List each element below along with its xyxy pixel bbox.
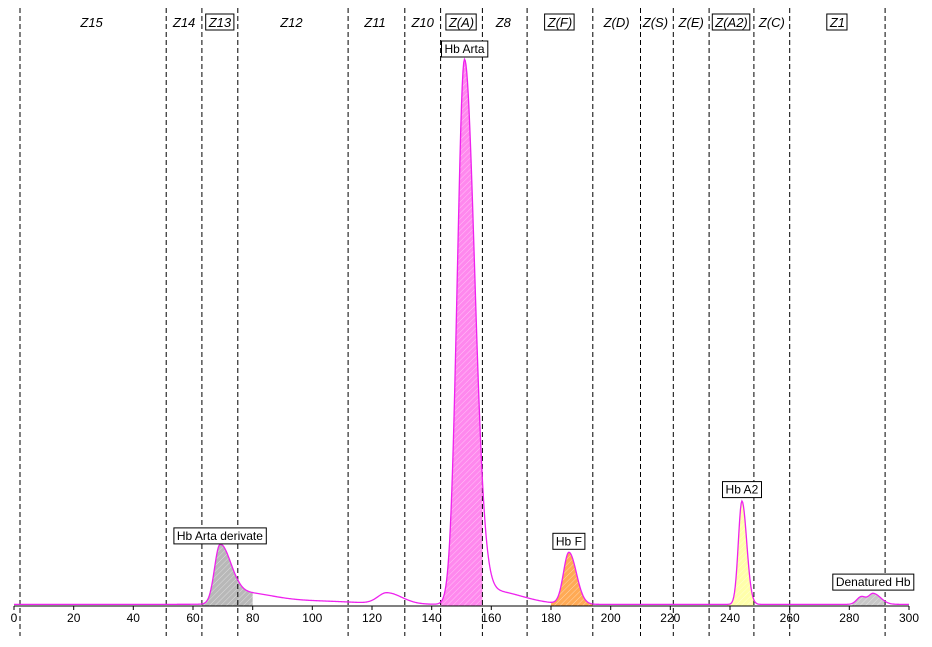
zone-label-ze: Z(E)	[678, 15, 704, 30]
x-tick-label: 300	[899, 611, 919, 625]
zone-label-za2: Z(A2)	[714, 15, 748, 30]
zone-label-box	[826, 13, 848, 31]
x-tick-label: 40	[127, 611, 141, 625]
peak-annotations: Hb Arta derivate Hb Arta Hb F Hb A2 Denature…	[173, 40, 915, 591]
chromatogram-curve	[14, 57, 909, 606]
peak-area-hatch-5	[852, 593, 886, 606]
zone-label-z15: Z15	[79, 15, 103, 30]
x-tick-label: 160	[481, 611, 501, 625]
x-tick-label: 20	[67, 611, 81, 625]
zone-label-za: Z(A)	[448, 15, 474, 30]
x-tick-label: 220	[660, 611, 680, 625]
peak-annotation-label: Denatured Hb	[836, 575, 911, 589]
peak-annotation-box	[832, 573, 915, 591]
x-tick-label: 140	[422, 611, 442, 625]
peak-annotation-label: Hb A2	[726, 483, 759, 497]
peak-fill-areas	[201, 59, 886, 606]
x-tick-label: 280	[839, 611, 859, 625]
x-tick-label: 240	[720, 611, 740, 625]
zone-label-z10: Z10	[410, 15, 434, 30]
zone-label-z8: Z8	[495, 15, 512, 30]
zone-label-box	[445, 13, 477, 31]
peak-annotation-box	[441, 40, 489, 58]
x-tick-label: 120	[362, 611, 382, 625]
peak-annotation-box	[173, 527, 267, 545]
peak-annotation-label: Hb Arta	[444, 42, 484, 56]
zone-labels: Z15 Z14 Z13 Z12 Z11 Z10 Z(A) Z8 Z(F) Z(D) Z(S) Z(E)…	[79, 13, 848, 31]
x-tick-label: 60	[186, 611, 200, 625]
zone-label-box	[544, 13, 575, 31]
x-tick-label: 80	[246, 611, 260, 625]
peak-annotation-box	[552, 532, 586, 550]
zone-label-z11: Z11	[363, 15, 385, 30]
peak-area-hatch-3	[551, 552, 593, 606]
zone-label-box	[205, 13, 235, 31]
x-tick-label: 260	[780, 611, 800, 625]
x-tick-label: 200	[601, 611, 621, 625]
peak-annotation-label: Hb F	[556, 534, 582, 548]
peak-area-hatch-4	[727, 501, 754, 606]
zone-label-z12: Z12	[279, 15, 303, 30]
chromatogram-curve-group	[14, 57, 909, 606]
zone-label-zd: Z(D)	[603, 15, 630, 30]
zone-label-box	[711, 13, 751, 31]
zone-label-zf: Z(F)	[547, 15, 573, 30]
zone-label-zc: Z(C)	[758, 15, 785, 30]
peak-annotation-label: Hb Arta derivate	[177, 529, 263, 543]
x-axis: 0 20 40 60 80 100 120 140 160 180 200 220 240 260 280 3…	[11, 605, 919, 625]
x-tick-label: 0	[11, 611, 18, 625]
x-tick-label: 180	[541, 611, 561, 625]
zone-label-z13: Z13	[208, 15, 232, 30]
x-tick-label: 100	[302, 611, 322, 625]
zone-boundaries	[19, 8, 886, 636]
peak-annotation-box	[722, 481, 762, 499]
peak-area-hatch-1	[201, 544, 253, 606]
zone-label-zs: Z(S)	[642, 15, 668, 30]
zone-label-z1: Z1	[829, 15, 845, 30]
zone-label-z14: Z14	[172, 15, 195, 30]
